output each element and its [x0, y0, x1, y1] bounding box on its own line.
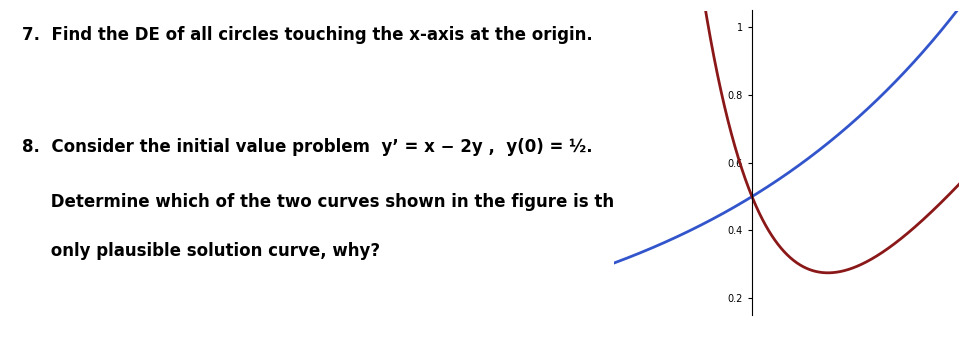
Text: Determine which of the two curves shown in the figure is the: Determine which of the two curves shown …: [21, 193, 625, 211]
Text: 8.  Consider the initial value problem  y’ = x − 2y ,  y(0) = ½.: 8. Consider the initial value problem y’…: [21, 138, 592, 156]
Text: 7.  Find the DE of all circles touching the x-axis at the origin.: 7. Find the DE of all circles touching t…: [21, 26, 592, 44]
Text: only plausible solution curve, why?: only plausible solution curve, why?: [21, 242, 380, 260]
